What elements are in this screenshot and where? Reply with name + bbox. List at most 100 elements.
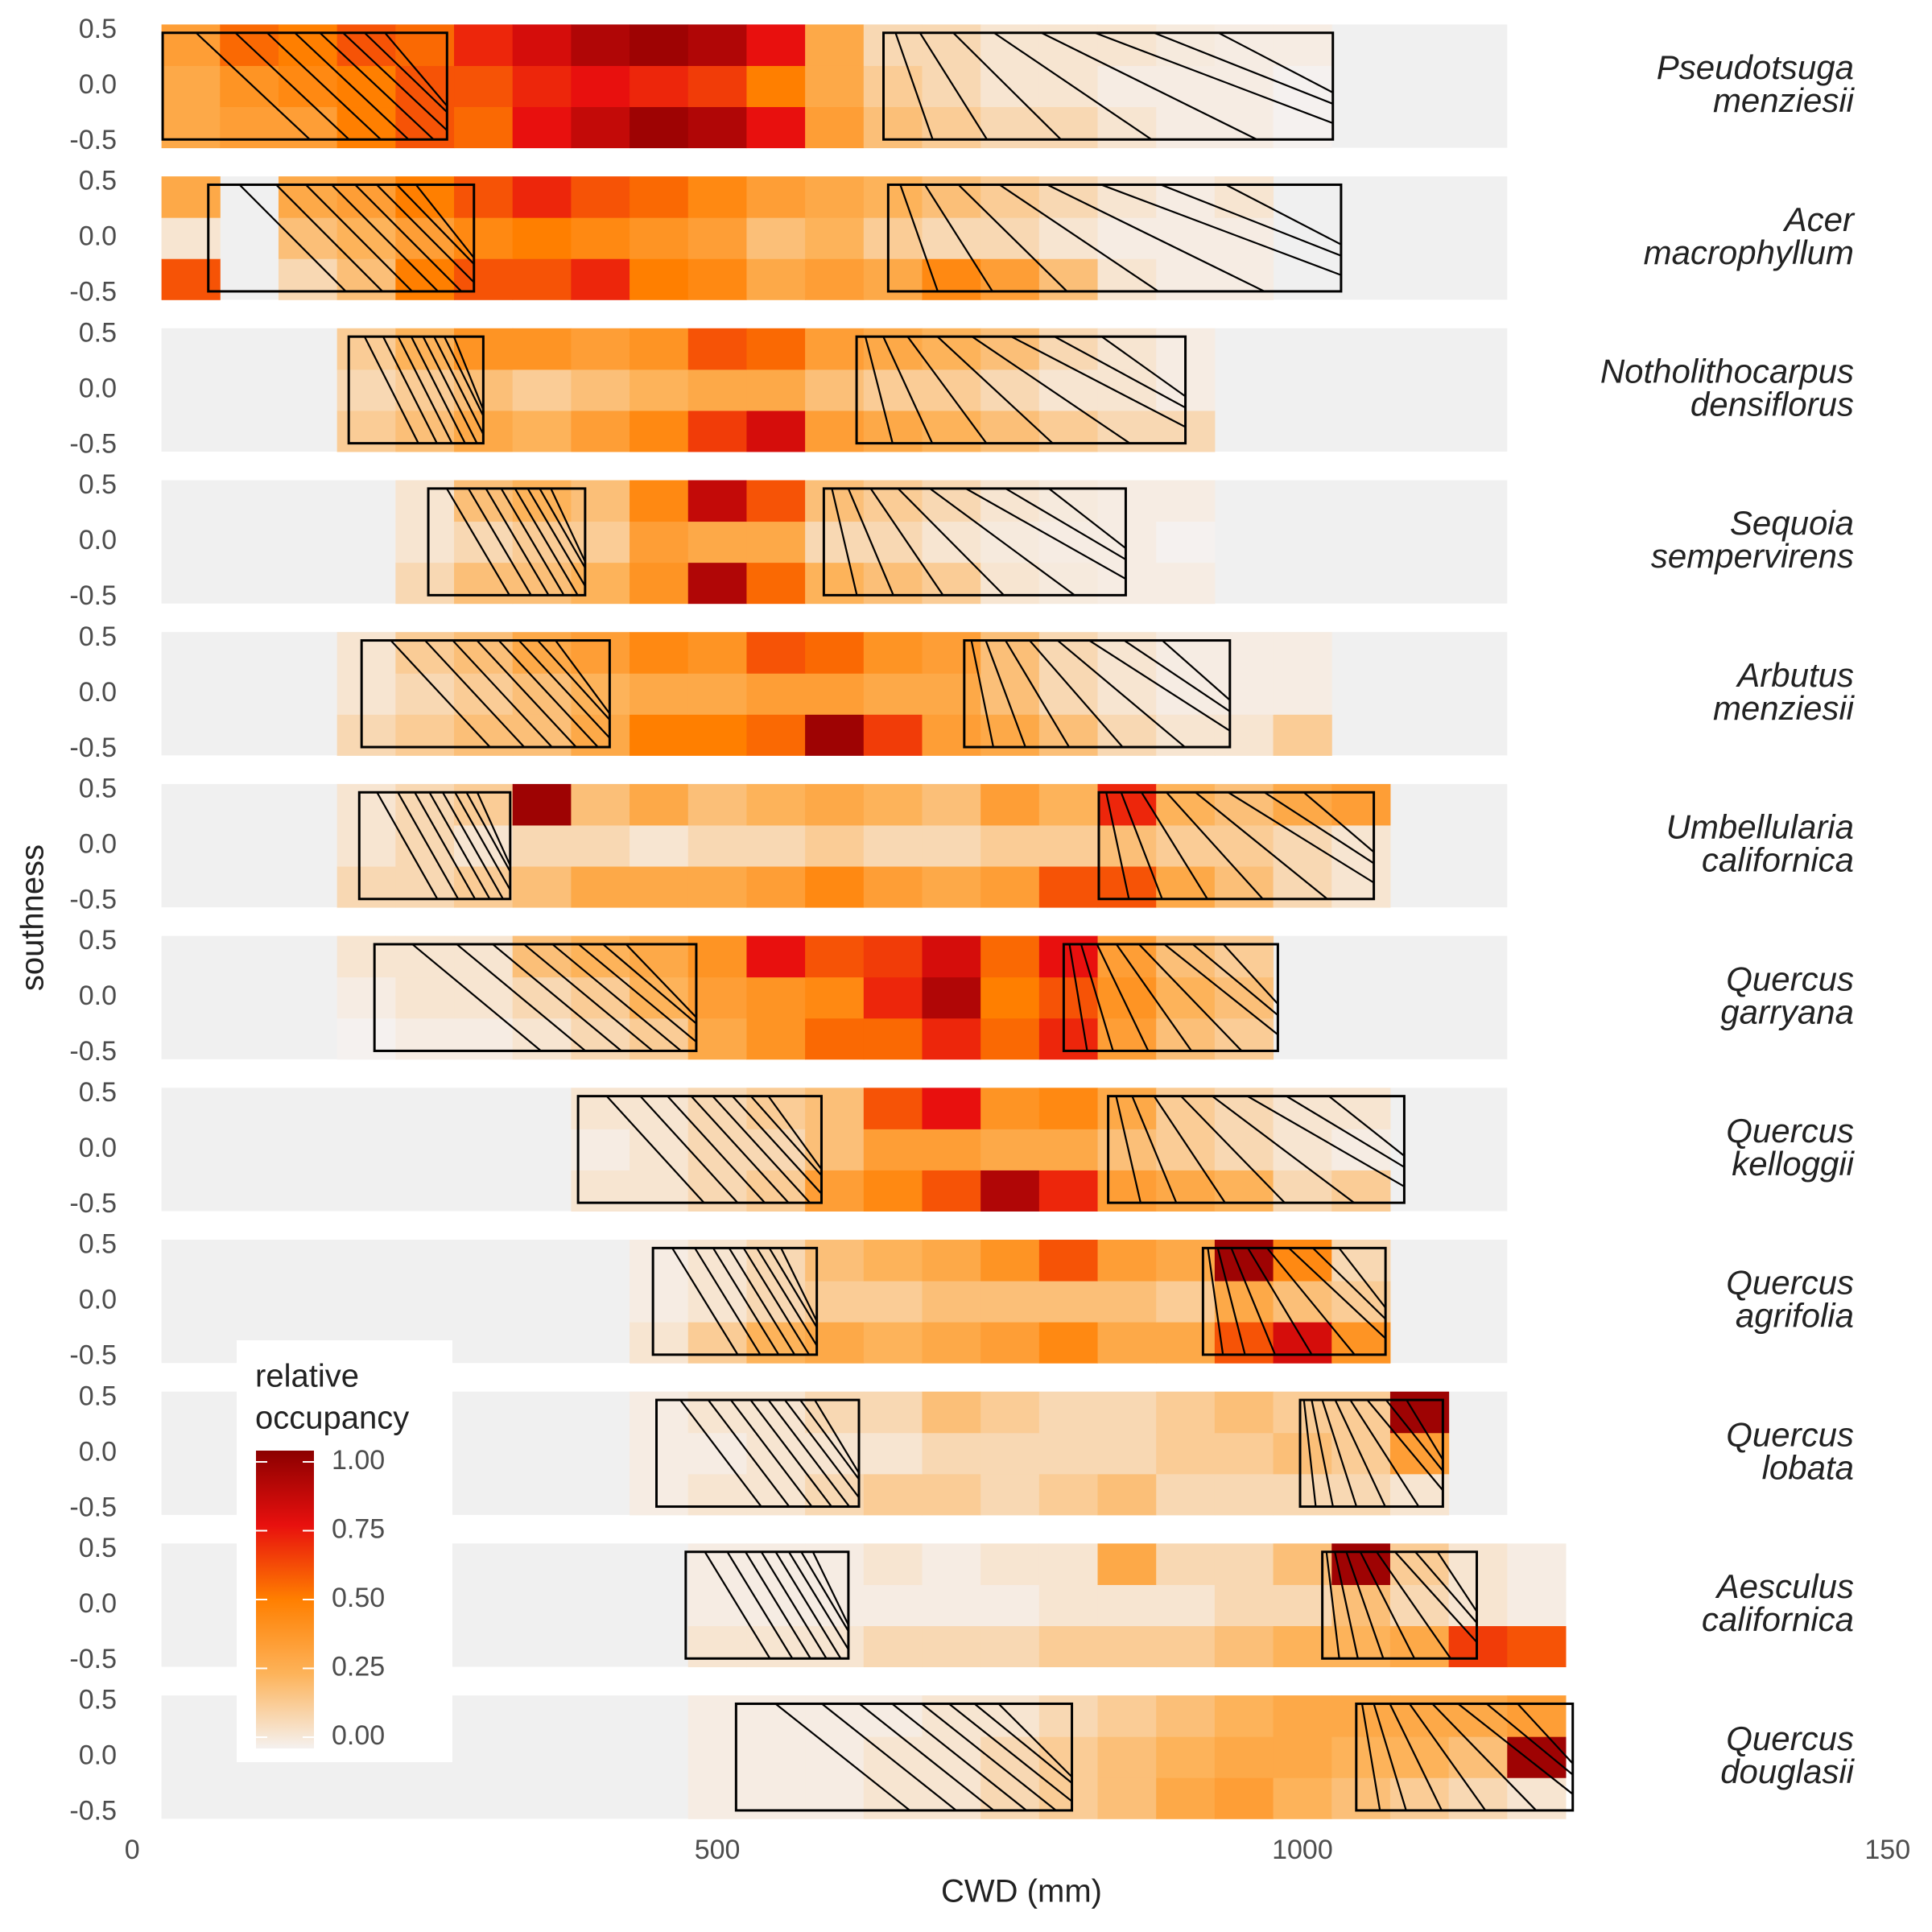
heat-cell [1038,976,1099,1019]
heat-cell [863,369,923,411]
hatch-line [972,336,1131,444]
heat-cell [746,1777,806,1819]
hatch-line [1338,1248,1386,1310]
hatch [671,1248,817,1355]
hatch-line [831,488,858,596]
hatch [899,184,1341,291]
hatch-line [1163,943,1278,1036]
heat-cell [980,480,1040,522]
heat-cell [863,1625,923,1668]
heat-cell [805,1625,865,1668]
heat-cell [805,1129,865,1170]
heat-cell [571,106,630,149]
hatch-line [1247,1096,1405,1188]
heat-cell [980,410,1040,452]
heat-cell [980,824,1040,867]
niche-box [855,335,1187,445]
hatch-line [382,336,438,444]
hatch-line [1328,1096,1405,1158]
heat-cell [630,935,689,978]
hatch-line [970,640,995,748]
heat-cell [805,24,865,66]
heat-cell [1097,176,1157,218]
heat-cell [746,673,806,715]
y-tick-label: -0.5 [69,884,117,914]
hatch-line [424,640,526,748]
heat-cell [1038,369,1099,411]
heat-cell [922,562,981,605]
facet-label: Umbellularia [1666,808,1854,846]
heat-cell [1156,976,1216,1019]
heat-cell [630,480,689,522]
niche-box [963,639,1232,749]
hatch-line [1431,1703,1538,1810]
hatch [411,943,696,1051]
hatch-line [788,1551,848,1652]
heat-cell [512,410,572,452]
hatch-line [1457,1703,1573,1796]
heat-cell [1389,1736,1450,1778]
heat-cell [863,1240,923,1282]
heat-cell [922,1129,981,1170]
heat-cell [1097,976,1157,1019]
heat-cell [1038,521,1099,564]
heat-cell [1156,1736,1216,1778]
heat-cell [687,369,747,411]
hatch-line [1225,184,1341,246]
hatch-line [667,1096,766,1203]
hatch-line [742,1248,810,1355]
heat-cell [687,1736,747,1778]
heat-cell [805,1240,865,1282]
hatch-line [639,1096,739,1203]
hatch-line [906,336,988,444]
heat-cell [922,1281,981,1323]
heat-cell [1038,1625,1099,1668]
heat-cell [512,217,572,259]
heat-cell [746,866,806,908]
hatch [1360,1703,1573,1810]
heat-cell [922,1240,981,1282]
heat-cell [922,1432,981,1475]
hatch-line [1054,336,1186,409]
heat-cell [863,824,923,867]
y-tick-label: 0.5 [79,1685,117,1715]
hatch-line [952,32,1062,140]
hatch-line [551,943,682,1051]
heat-cell [1273,24,1332,66]
hatch-line [415,184,474,260]
hatch-line [555,640,610,716]
hatch-line [728,1248,796,1355]
heat-cell [863,632,923,674]
hatch-line [1302,1400,1317,1507]
hatch-line [1517,1703,1573,1765]
heat-cell [805,714,865,756]
heat-cell [336,410,396,452]
heat-cell [1214,632,1274,674]
hatch-line [1162,640,1230,702]
facet-label: Acer [1782,200,1856,238]
heat-cell [1214,1543,1274,1585]
hatch-line [704,1551,771,1659]
hatch-line [1394,1551,1477,1644]
heat-cell [630,976,689,1019]
heat-cell [687,562,747,605]
heat-cell [1156,632,1216,674]
heat-cell [1038,783,1099,826]
hatch-line [518,640,610,740]
heat-cell [980,1170,1040,1212]
heat-cell [571,24,630,66]
heat-cell [1156,258,1216,300]
heat-cell [454,935,514,978]
heat-cell [1273,106,1332,149]
hatch-line [1311,1400,1334,1507]
heat-cell [454,258,514,300]
heat-cell [1097,1777,1157,1819]
hatch-line [745,1551,811,1659]
hatch-line [671,1248,739,1355]
x-tick-label: 0 [125,1835,140,1865]
heat-cell [805,176,865,218]
facet-label: californica [1702,1600,1854,1638]
heat-cell [571,521,630,564]
heat-cell [630,328,689,370]
